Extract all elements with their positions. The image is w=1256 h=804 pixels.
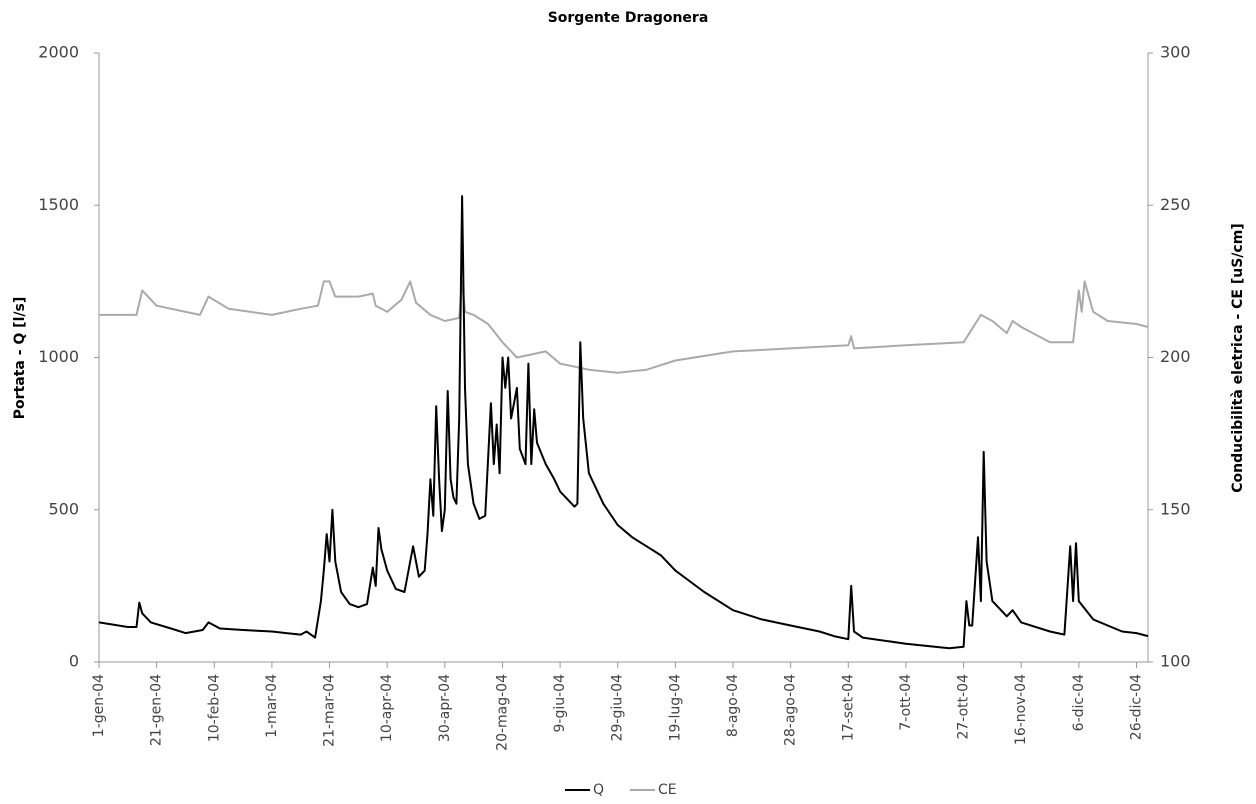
x-tick-label: 21-gen-04 (149, 674, 165, 746)
series-line (99, 280, 1149, 374)
y-tick-label: 0 (69, 652, 79, 671)
y-tick-label: 1000 (38, 347, 79, 366)
y-tick-label: 500 (48, 499, 79, 518)
x-tick-label: 30-apr-04 (437, 674, 453, 742)
x-tick-label: 19-lug-04 (667, 674, 683, 741)
x-tick-label: 20-mag-04 (494, 674, 510, 751)
x-tick-label: 17-set-04 (840, 674, 856, 741)
y2-tick-label: 200 (1160, 347, 1191, 366)
y2-tick-label: 300 (1160, 43, 1191, 62)
legend-label: Q (593, 782, 604, 798)
x-tick-label: 29-giu-04 (610, 674, 626, 741)
x-tick-label: 8-ago-04 (725, 674, 741, 737)
series-line (98, 195, 1149, 650)
x-tick-label: 27-ott-04 (956, 674, 972, 740)
legend-label: CE (658, 782, 677, 798)
y2-axis-title: Conducibilità eletrica - CE [uS/cm] (1230, 223, 1246, 492)
y-tick-label: 1500 (38, 195, 79, 214)
x-tick-label: 6-dic-04 (1071, 674, 1087, 731)
x-tick-label: 9-giu-04 (552, 674, 568, 733)
x-tick-label: 7-ott-04 (898, 674, 914, 731)
x-tick-label: 21-mar-04 (322, 674, 338, 747)
y2-tick-label: 250 (1160, 195, 1191, 214)
x-tick-label: 26-dic-04 (1128, 674, 1144, 740)
x-tick-label: 1-mar-04 (264, 674, 280, 738)
x-tick-label: 10-apr-04 (379, 674, 395, 742)
y-tick-label: 2000 (38, 43, 79, 62)
x-tick-label: 28-ago-04 (783, 674, 799, 746)
chart-title: Sorgente Dragonera (548, 10, 709, 26)
x-tick-label: 16-nov-04 (1013, 674, 1029, 745)
x-tick-label: 10-feb-04 (206, 674, 222, 742)
x-tick-label: 1-gen-04 (91, 674, 107, 737)
y2-tick-label: 150 (1160, 499, 1191, 518)
y2-tick-label: 100 (1160, 652, 1191, 671)
y-axis-title: Portata - Q [l/s] (12, 297, 28, 419)
